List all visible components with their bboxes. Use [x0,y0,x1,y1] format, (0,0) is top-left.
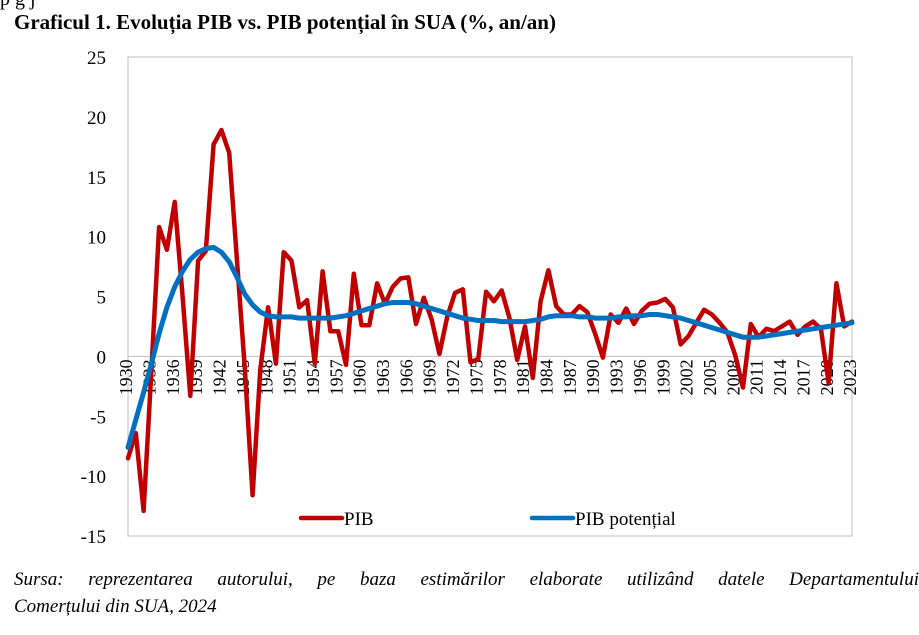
x-tick-label: 2002 [677,359,697,395]
legend: PIB PIB potențial [298,509,676,530]
y-tick-label: 0 [97,347,107,368]
x-tick-label: 1996 [630,359,650,395]
legend-label-pib-potential: PIB potențial [575,509,676,530]
x-tick-label: 1930 [116,359,136,395]
x-tick-label: 1942 [210,359,230,395]
line-chart: -15 -10 -5 0 5 10 15 20 25 1930 1933 1936 1939 1942 1… [81,48,860,548]
x-tick-label: 1936 [163,359,183,395]
x-tick-label: 1960 [350,359,370,395]
x-tick-label: 1999 [653,359,673,395]
y-tick-label: 15 [87,168,106,189]
y-tick-label: 10 [87,228,106,249]
source-note: Sursa: reprezentarea autorului, pe baza … [14,566,919,620]
x-tick-label: 1978 [490,359,510,395]
x-tick-label: 1963 [373,359,393,395]
y-tick-label: -10 [81,467,106,488]
x-tick-label: 2011 [747,359,767,394]
chart-title: Graficul 1. Evoluția PIB vs. PIB potenți… [14,10,556,34]
series-line-pib [125,127,855,514]
x-tick-label: 1951 [280,359,300,395]
y-tick-label: 5 [97,288,107,309]
x-tick-label: 1981 [513,359,533,395]
x-tick-label: 1972 [443,359,463,395]
x-tick-label: 1969 [420,359,440,395]
plot-area [127,56,853,537]
x-tick-label: 1975 [466,359,486,395]
series-line-pib-potential [125,244,855,450]
x-tick-label: 2023 [840,359,860,395]
series-layer [125,127,855,514]
y-axis: -15 -10 -5 0 5 10 15 20 25 [81,48,106,548]
x-tick-label: 2014 [770,359,790,395]
x-tick-label: 1990 [583,359,603,395]
x-tick-label: 1954 [303,359,323,395]
y-tick-label: 25 [87,48,106,69]
x-axis: 1930 1933 1936 1939 1942 1945 1948 1951 1954 1957… [116,359,860,395]
y-tick-label: 20 [87,108,106,129]
x-tick-label: 1957 [326,359,346,395]
y-tick-label: -5 [90,407,106,428]
cropped-preceding-text: p g j [0,0,919,10]
y-tick-label: -15 [81,527,106,548]
x-tick-label: 1987 [560,359,580,395]
legend-label-pib: PIB [344,509,374,530]
source-line-1: Sursa: reprezentarea autorului, pe baza … [14,569,919,590]
source-line-2: Comerțului din SUA, 2024 [14,596,217,617]
x-tick-label: 1984 [537,359,557,395]
x-tick-label: 2005 [700,359,720,395]
x-tick-label: 1966 [396,359,416,395]
x-tick-label: 2017 [793,359,813,395]
x-tick-label: 1993 [607,359,627,395]
